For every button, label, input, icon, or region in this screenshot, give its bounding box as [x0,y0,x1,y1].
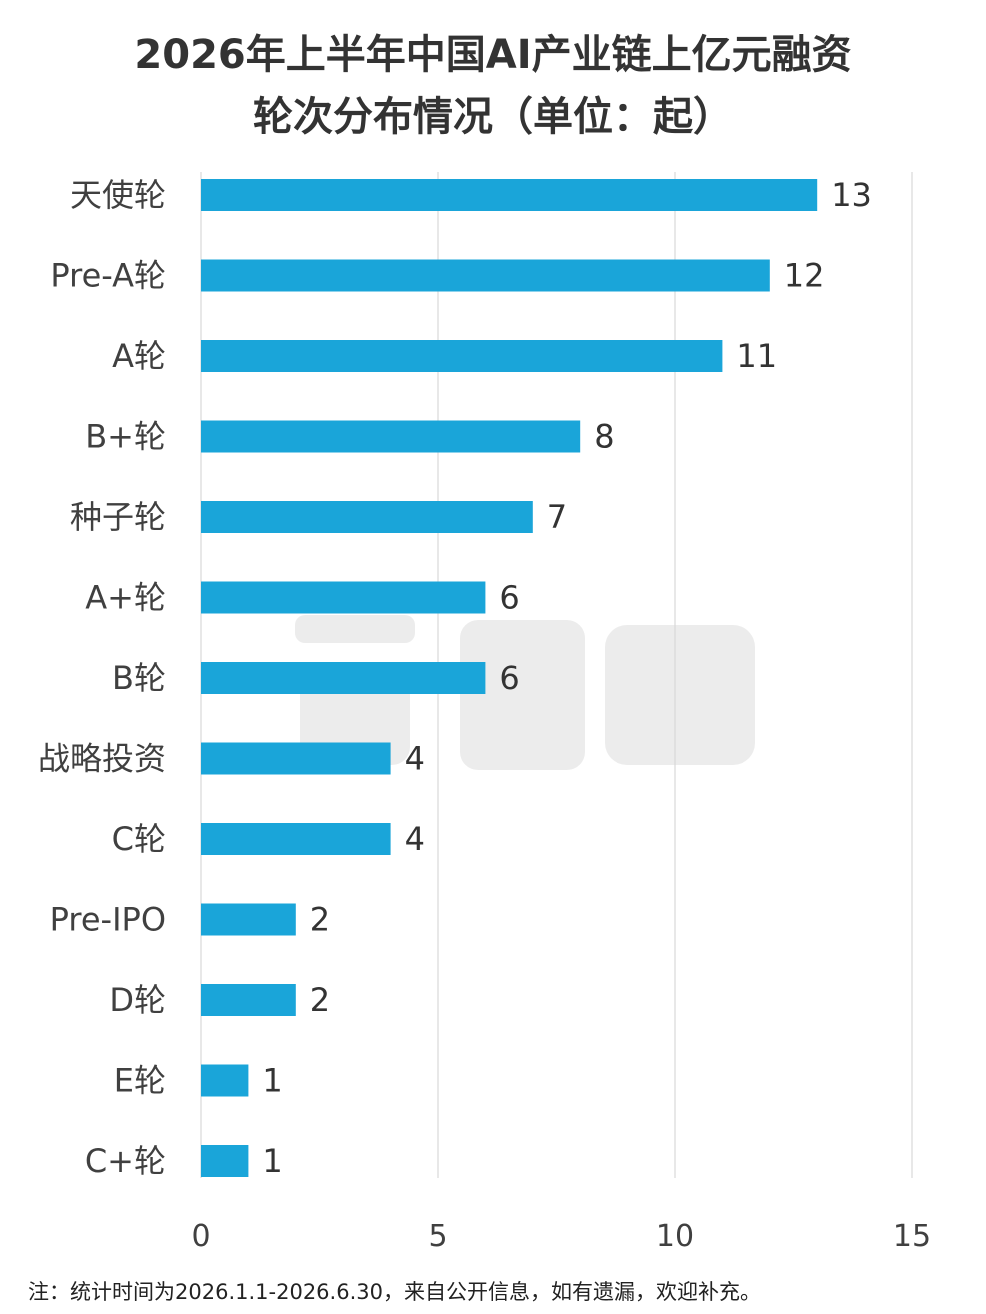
bars [201,179,818,1177]
value-label: 4 [405,820,425,858]
bar-11 [201,1064,249,1097]
category-label: Pre-IPO [50,901,166,939]
bar-7 [201,742,391,775]
x-tick-label: 10 [656,1219,694,1254]
value-label: 1 [262,1062,282,1100]
category-label: B+轮 [85,418,166,456]
value-label: 11 [736,337,777,375]
bar-3 [201,420,581,453]
category-label: D轮 [109,981,166,1019]
bar-0 [201,179,818,211]
bar-6 [201,662,486,694]
category-label: E轮 [114,1062,166,1100]
bar-12 [201,1145,249,1177]
bar-10 [201,984,296,1016]
value-label: 4 [405,740,425,778]
chart-title-line-2: 轮次分布情况（单位：起） [253,94,733,140]
category-label: B轮 [112,659,166,697]
value-label: 2 [310,981,330,1019]
bar-9 [201,903,296,936]
value-label: 6 [499,579,519,617]
bar-4 [201,501,533,533]
category-label: 种子轮 [70,498,166,536]
bar-8 [201,823,391,855]
category-label: A轮 [112,337,166,375]
x-tick-label: 0 [191,1219,210,1254]
x-tick-label: 5 [428,1219,447,1254]
category-label: Pre-A轮 [50,257,166,295]
chart-title: 2026年上半年中国AI产业链上亿元融资 轮次分布情况（单位：起） [0,24,986,148]
category-label: A+轮 [85,579,166,617]
footnote: 注：统计时间为2026.1.1-2026.6.30，来自公开信息，如有遗漏，欢迎… [28,1280,761,1304]
value-label: 8 [594,418,614,456]
value-label: 12 [784,257,825,295]
value-label: 7 [547,498,567,536]
category-label: C轮 [112,820,166,858]
value-label: 6 [499,659,519,697]
category-label: 天使轮 [70,176,166,214]
category-label: 战略投资 [38,740,166,778]
bar-2 [201,340,723,372]
value-label: 1 [262,1142,282,1180]
value-label: 13 [831,176,872,214]
category-label: C+轮 [85,1142,166,1180]
x-axis-ticks: 0 5 10 15 [191,1219,931,1254]
bar-5 [201,581,486,614]
bar-1 [201,259,770,292]
chart-title-line-1: 2026年上半年中国AI产业链上亿元融资 [134,32,852,78]
x-tick-label: 15 [893,1219,931,1254]
value-label: 2 [310,901,330,939]
